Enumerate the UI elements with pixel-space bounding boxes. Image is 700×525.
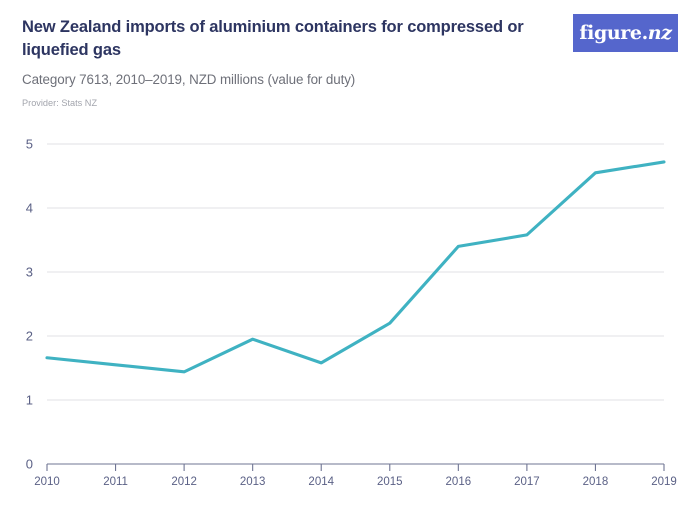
- chart-header: New Zealand imports of aluminium contain…: [22, 14, 678, 108]
- x-axis-tick-label: 2014: [308, 476, 334, 488]
- x-axis-ticks: 2010 2011 2012 2013 2014 2015 2016 2017 2018 2019: [34, 464, 677, 488]
- y-axis-tick-label: 3: [26, 265, 33, 280]
- y-axis-tick-label: 4: [26, 201, 33, 216]
- y-axis-tick-label: 5: [26, 137, 33, 152]
- x-axis-tick-label: 2011: [103, 476, 128, 488]
- logo-text-nz: nz: [647, 21, 672, 44]
- x-axis-tick-label: 2016: [446, 476, 472, 488]
- data-provider-label: Provider: Stats NZ: [22, 97, 98, 108]
- series-line-0: [45, 160, 666, 374]
- x-axis-tick-label: 2015: [377, 476, 403, 488]
- y-axis-tick-label: 2: [26, 329, 33, 344]
- y-axis-tick-label: 1: [26, 393, 33, 408]
- data-series-group: [45, 160, 666, 374]
- logo-text-main: figure.: [579, 21, 648, 44]
- x-axis-tick-label: 2019: [651, 476, 677, 488]
- y-axis-ticks: 0 1 2 3 4 5: [26, 137, 33, 472]
- logo-wordmark: figure.nz: [579, 21, 672, 44]
- chart-subtitle: Category 7613, 2010–2019, NZD millions (…: [22, 71, 356, 87]
- y-axis-tick-label: 0: [26, 457, 33, 472]
- x-axis-tick-label: 2017: [514, 476, 540, 488]
- chart-gridlines: [47, 143, 664, 401]
- x-axis-tick-label: 2010: [34, 476, 60, 488]
- figure-nz-logo[interactable]: figure.nz: [573, 14, 678, 52]
- x-axis-tick-label: 2012: [171, 476, 197, 488]
- x-axis-tick-label: 2013: [240, 476, 266, 488]
- page-title: New Zealand imports of aluminium contain…: [22, 18, 524, 60]
- x-axis-tick-label: 2018: [583, 476, 609, 488]
